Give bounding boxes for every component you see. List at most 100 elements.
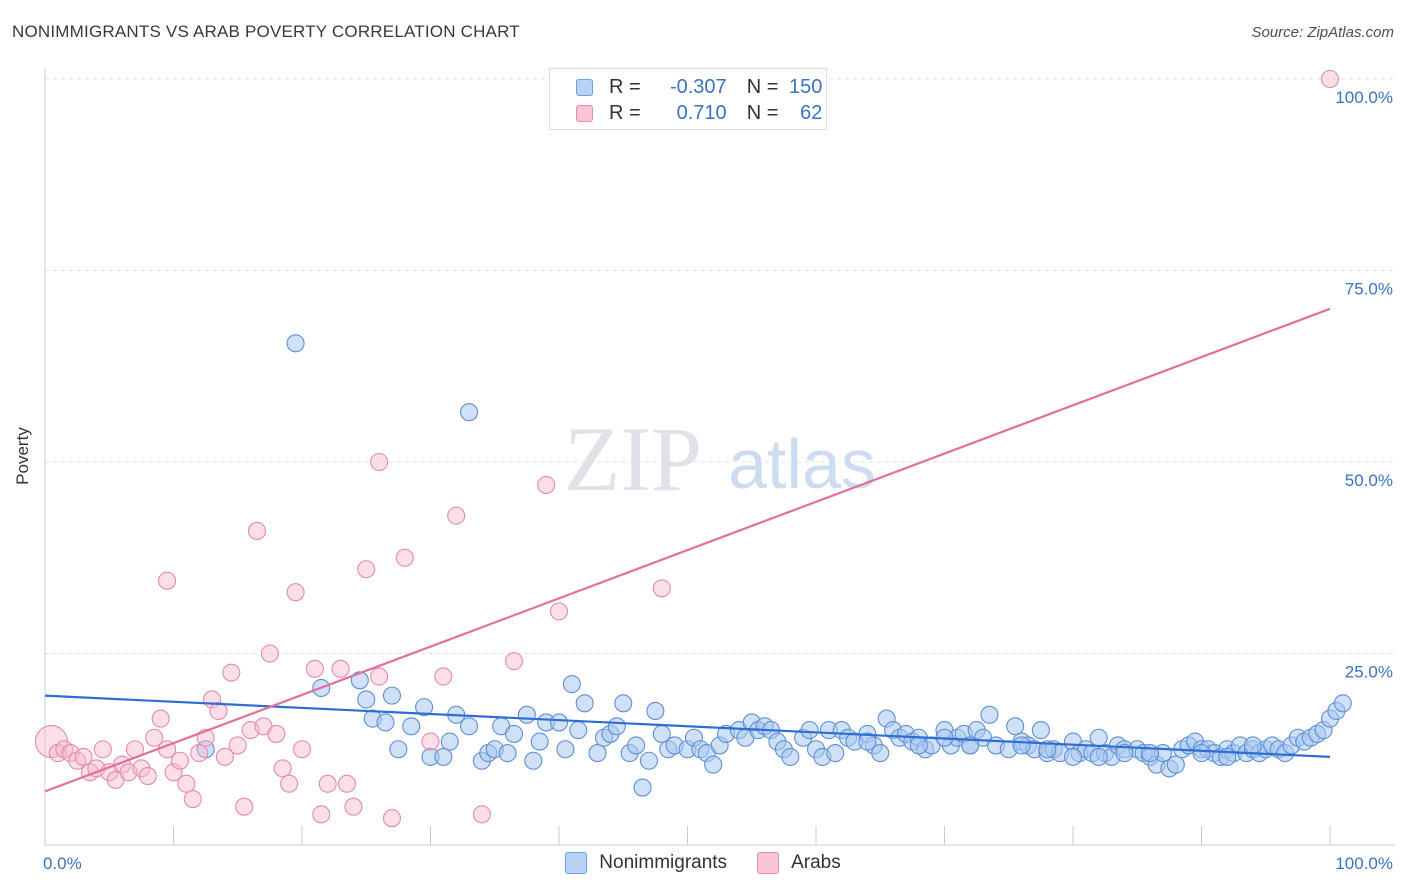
point-nonimmigrants bbox=[286, 334, 305, 353]
stats-legend: R = -0.307 N = 150 R = 0.710 N = 62 bbox=[549, 68, 827, 130]
legend-n-label: N = bbox=[746, 101, 779, 124]
point-nonimmigrants bbox=[588, 744, 607, 763]
point-nonimmigrants bbox=[1089, 728, 1108, 747]
point-arabs bbox=[292, 740, 312, 759]
point-arabs bbox=[286, 583, 305, 602]
point-arabs bbox=[395, 548, 414, 567]
y-axis-label: Poverty bbox=[13, 427, 32, 485]
point-nonimmigrants bbox=[1031, 721, 1050, 740]
source-label: Source: ZipAtlas.com bbox=[1251, 24, 1394, 41]
point-nonimmigrants bbox=[1012, 736, 1031, 755]
series-arabs bbox=[34, 69, 1340, 828]
point-arabs bbox=[382, 809, 402, 828]
point-nonimmigrants bbox=[1333, 694, 1352, 713]
point-arabs bbox=[273, 759, 292, 778]
point-nonimmigrants bbox=[961, 736, 980, 755]
point-nonimmigrants bbox=[549, 713, 569, 732]
y-tick-label: 100.0% bbox=[1335, 88, 1393, 107]
legend-swatch-blue bbox=[565, 852, 588, 874]
y-tick-label: 75.0% bbox=[1345, 280, 1393, 299]
point-nonimmigrants bbox=[800, 721, 819, 740]
point-nonimmigrants bbox=[376, 713, 395, 732]
legend-n-value: 62 bbox=[800, 101, 823, 124]
point-arabs bbox=[132, 759, 151, 778]
point-arabs bbox=[74, 747, 93, 766]
point-nonimmigrants bbox=[871, 744, 890, 763]
point-arabs bbox=[357, 560, 376, 579]
y-tick-label: 25.0% bbox=[1345, 663, 1393, 682]
point-nonimmigrants bbox=[607, 717, 626, 736]
point-nonimmigrants bbox=[639, 751, 659, 770]
point-arabs bbox=[344, 797, 363, 816]
point-nonimmigrants bbox=[562, 675, 581, 694]
trend-line-arabs bbox=[44, 307, 1331, 793]
grid-lines bbox=[45, 78, 1395, 654]
y-tick-label: 50.0% bbox=[1345, 471, 1393, 490]
point-nonimmigrants bbox=[575, 694, 594, 713]
axes bbox=[44, 68, 1395, 846]
trend-lines bbox=[44, 307, 1331, 793]
point-arabs bbox=[215, 747, 234, 766]
point-arabs bbox=[158, 571, 177, 590]
legend-n-label: N = bbox=[746, 75, 779, 98]
watermark-zip: ZIP bbox=[564, 408, 702, 510]
point-arabs bbox=[260, 644, 279, 663]
point-nonimmigrants bbox=[524, 751, 543, 770]
point-nonimmigrants bbox=[614, 694, 633, 713]
legend-r-value: 0.710 bbox=[676, 101, 727, 124]
legend-swatch-pink bbox=[576, 104, 593, 122]
point-arabs bbox=[1320, 69, 1340, 89]
legend-swatch-blue bbox=[576, 78, 593, 96]
point-nonimmigrants bbox=[504, 724, 524, 743]
point-nonimmigrants bbox=[1243, 736, 1262, 755]
point-nonimmigrants bbox=[627, 736, 646, 755]
point-arabs bbox=[145, 728, 164, 747]
point-arabs bbox=[434, 667, 453, 686]
point-arabs bbox=[421, 732, 440, 751]
point-arabs bbox=[331, 659, 350, 678]
legend-item-nonimmigrants: Nonimmigrants bbox=[565, 852, 727, 874]
point-arabs bbox=[312, 805, 331, 824]
watermark: ZIP atlas bbox=[564, 408, 876, 510]
point-nonimmigrants bbox=[498, 744, 517, 763]
point-arabs bbox=[151, 709, 170, 728]
point-arabs bbox=[280, 774, 299, 793]
point-arabs bbox=[235, 797, 254, 816]
point-nonimmigrants bbox=[1038, 740, 1057, 759]
point-arabs bbox=[318, 774, 337, 793]
point-arabs bbox=[305, 659, 324, 678]
point-nonimmigrants bbox=[646, 701, 665, 721]
point-arabs bbox=[177, 774, 196, 793]
point-nonimmigrants bbox=[530, 732, 549, 751]
point-arabs bbox=[652, 579, 671, 598]
point-nonimmigrants bbox=[1115, 744, 1134, 763]
point-nonimmigrants bbox=[459, 403, 479, 422]
legend-label-nonimmigrants: Nonimmigrants bbox=[599, 852, 728, 873]
legend-r-value: -0.307 bbox=[669, 75, 727, 98]
chart-title: NONIMMIGRANTS VS ARAB POVERTY CORRELATIO… bbox=[12, 22, 520, 41]
point-nonimmigrants bbox=[909, 736, 928, 755]
legend-n-value: 150 bbox=[789, 75, 823, 98]
point-nonimmigrants bbox=[980, 705, 999, 724]
point-nonimmigrants bbox=[434, 747, 453, 766]
series-legend: Nonimmigrants Arabs bbox=[0, 852, 1406, 874]
legend-item-arabs: Arabs bbox=[757, 852, 841, 874]
legend-row-arabs: R = 0.710 N = 62 bbox=[576, 101, 822, 125]
watermark-atlas: atlas bbox=[728, 425, 876, 503]
point-nonimmigrants bbox=[556, 740, 575, 759]
point-nonimmigrants bbox=[1166, 755, 1185, 774]
point-arabs bbox=[504, 652, 524, 671]
point-arabs bbox=[228, 736, 247, 755]
point-nonimmigrants bbox=[350, 671, 369, 690]
point-nonimmigrants bbox=[382, 686, 402, 705]
point-arabs bbox=[138, 767, 157, 786]
point-arabs bbox=[537, 475, 556, 495]
legend-r-label: R = bbox=[609, 75, 641, 98]
point-nonimmigrants bbox=[389, 740, 408, 759]
point-nonimmigrants bbox=[633, 778, 652, 797]
legend-r-label: R = bbox=[609, 101, 641, 124]
trend-line-nonimmigrants bbox=[44, 694, 1331, 759]
point-arabs bbox=[222, 663, 241, 682]
point-arabs bbox=[370, 452, 389, 472]
